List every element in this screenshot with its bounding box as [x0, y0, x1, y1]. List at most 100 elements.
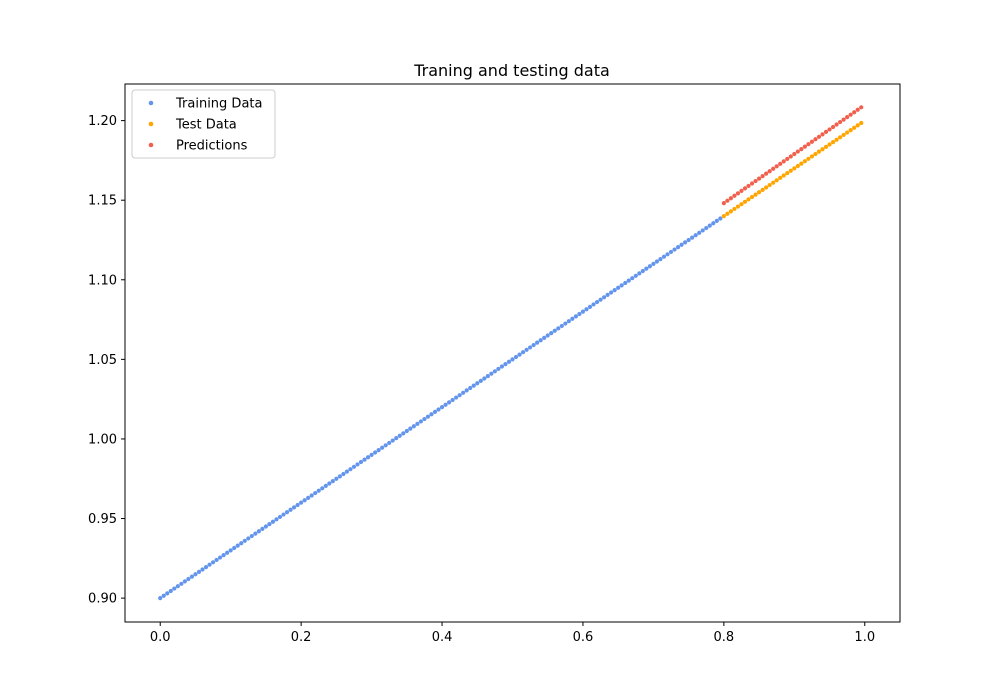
data-point [337, 474, 342, 479]
data-point [549, 331, 554, 336]
data-point [344, 469, 350, 474]
data-point [510, 357, 515, 362]
data-point [859, 105, 864, 110]
data-point [503, 362, 508, 367]
data-point [781, 159, 786, 164]
data-point [855, 123, 860, 128]
data-point [383, 443, 388, 448]
data-point [823, 144, 829, 149]
data-point [845, 115, 850, 120]
data-point [788, 168, 793, 173]
data-point [235, 543, 240, 548]
data-point [461, 390, 466, 395]
legend-box [131, 89, 276, 159]
data-point [823, 129, 829, 134]
data-point [778, 161, 783, 166]
data-point [764, 185, 769, 190]
data-point [626, 278, 631, 283]
data-point [179, 581, 184, 586]
data-point [584, 307, 589, 312]
data-point [387, 440, 392, 446]
data-point [432, 409, 438, 414]
data-point [228, 548, 233, 553]
data-point [587, 304, 593, 309]
data-point [813, 137, 818, 142]
data-point [841, 117, 846, 122]
legend-marker [148, 142, 154, 148]
data-point [454, 395, 459, 400]
data-point [753, 178, 758, 184]
legend-label: Predictions [176, 139, 248, 154]
data-point [802, 159, 807, 164]
data-point [270, 519, 276, 524]
data-point [316, 488, 321, 493]
data-point [827, 127, 832, 132]
data-point [246, 536, 251, 541]
data-point [429, 412, 434, 417]
data-point [214, 557, 219, 563]
data-point [380, 445, 385, 450]
data-point [563, 321, 568, 326]
data-point [591, 302, 596, 307]
data-point [848, 112, 853, 117]
data-point [732, 206, 737, 212]
data-point [355, 462, 360, 467]
data-point [721, 201, 726, 206]
data-point [802, 144, 807, 149]
data-point [760, 187, 765, 192]
data-point [422, 416, 427, 422]
data-point [256, 529, 261, 534]
data-point [594, 299, 600, 305]
data-point [291, 505, 297, 510]
data-point [542, 335, 547, 340]
y-tick-label: 1.20 [88, 114, 117, 129]
data-point [376, 447, 381, 453]
data-point [616, 285, 621, 290]
data-point [365, 455, 371, 460]
data-point [809, 154, 815, 159]
data-point [820, 132, 825, 137]
data-point [559, 323, 564, 329]
data-point [513, 354, 519, 360]
data-point [373, 450, 378, 455]
plot-frame [124, 83, 901, 623]
data-point [728, 209, 734, 214]
y-tick-label: 1.15 [88, 194, 117, 209]
data-point [721, 214, 726, 219]
data-point [704, 225, 709, 231]
data-point [566, 319, 571, 324]
y-tick-label: 0.95 [88, 512, 117, 527]
data-point [767, 169, 772, 174]
data-point [760, 174, 765, 179]
data-point [841, 132, 846, 138]
data-point [746, 197, 751, 202]
data-point [675, 245, 681, 250]
data-point [630, 276, 635, 281]
data-point [756, 190, 762, 195]
chart-title: Traning and testing data [413, 61, 610, 80]
data-point [327, 481, 332, 486]
data-point [619, 283, 624, 288]
data-point [260, 526, 265, 531]
data-point [341, 471, 346, 477]
data-point [683, 240, 688, 245]
data-point [175, 584, 180, 589]
data-point [267, 522, 272, 527]
data-point [158, 596, 163, 601]
data-point [330, 479, 335, 484]
data-point [852, 125, 857, 130]
data-point [182, 579, 187, 584]
data-point [816, 134, 822, 139]
data-point [690, 235, 695, 240]
data-point [489, 371, 494, 376]
data-point [771, 180, 776, 185]
data-point [535, 340, 540, 345]
data-point [218, 555, 223, 560]
x-axis: 0.0 0.2 0.4 0.6 0.8 1.0 [150, 622, 875, 645]
data-point [313, 490, 318, 496]
data-point [725, 198, 730, 203]
data-point [799, 146, 804, 152]
data-point [785, 156, 790, 162]
data-point [806, 142, 811, 147]
data-point [785, 171, 790, 176]
